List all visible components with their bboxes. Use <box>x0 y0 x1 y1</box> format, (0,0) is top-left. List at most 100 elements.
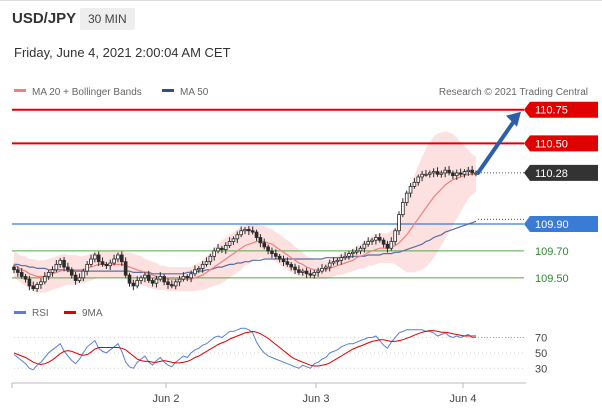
candle-body <box>104 263 109 267</box>
level-label-109.90: 109.90 <box>535 219 569 231</box>
candle-body <box>335 259 340 263</box>
candle-body <box>143 274 147 279</box>
candle-body <box>77 277 82 281</box>
candle-body <box>46 272 51 277</box>
ma50-legend-swatch <box>162 89 174 92</box>
candle-body <box>112 258 116 264</box>
candle-body <box>62 259 66 268</box>
candle-body <box>393 230 397 242</box>
candle-body <box>366 241 370 245</box>
candle-body <box>154 278 159 284</box>
candle-body <box>123 261 128 276</box>
candle-body <box>204 261 209 265</box>
arrow-head <box>506 111 521 127</box>
candle-body <box>235 234 240 240</box>
forecast-arrow <box>476 111 521 175</box>
candle-body <box>220 247 224 250</box>
level-label-110.50: 110.50 <box>535 138 568 150</box>
bollinger-fill <box>14 131 476 293</box>
ma9-legend-label: 9MA <box>82 308 103 319</box>
rsi-line <box>13 327 476 371</box>
candle-body <box>23 276 28 280</box>
candle-body <box>389 241 394 249</box>
candle-body <box>12 266 16 271</box>
candle-body <box>300 270 305 273</box>
candle-body <box>285 261 290 265</box>
x-tick-label: Jun 4 <box>450 393 477 405</box>
candle-body <box>100 261 105 265</box>
ma20-legend-label: MA 20 + Bollinger Bands <box>32 87 142 98</box>
candle-body <box>458 172 463 175</box>
rsi-tick-70: 70 <box>535 333 547 345</box>
candle-body <box>377 237 382 241</box>
candle-body <box>293 266 297 271</box>
candle-body <box>189 273 193 279</box>
candle-body <box>470 169 474 174</box>
candle-body <box>193 269 197 275</box>
rsi-legend-swatch <box>14 311 26 314</box>
rsi-panel: 30 50 70 <box>13 327 547 375</box>
candle-body <box>381 239 386 245</box>
candle-body <box>89 258 93 265</box>
candle-body <box>27 278 32 287</box>
candle-body <box>250 230 255 233</box>
candle-body <box>200 263 205 269</box>
candle-body <box>73 274 78 281</box>
ma50-legend-label: MA 50 <box>180 87 209 98</box>
arrow-shaft <box>476 117 517 175</box>
candle-body <box>362 243 367 249</box>
candle-body <box>424 173 428 176</box>
candle-body <box>43 276 47 283</box>
candle-body <box>93 254 97 260</box>
candle-body <box>50 269 55 273</box>
candle-body <box>181 276 186 280</box>
candle-body <box>270 250 274 255</box>
candle-body <box>66 266 70 271</box>
candle-body <box>58 259 62 265</box>
candle-body <box>227 241 232 246</box>
timeframe-badge[interactable]: 30 MIN <box>80 8 135 30</box>
candle-body <box>54 263 59 271</box>
candle-body <box>327 262 332 268</box>
candle-body <box>408 185 413 194</box>
candle-body <box>262 242 267 248</box>
candle-body <box>331 261 336 264</box>
level-label-110.75: 110.75 <box>535 105 568 117</box>
candle-body <box>297 269 301 273</box>
candle-body <box>416 176 421 183</box>
level-tag-109.90 <box>524 216 598 233</box>
candle-body <box>127 274 132 284</box>
rsi-legend-label: RSI <box>32 308 49 319</box>
candle-body <box>304 270 309 275</box>
candle-body <box>451 172 455 177</box>
candle-body <box>150 280 155 284</box>
candle-body <box>16 269 20 273</box>
level-tags: 110.75 110.50 110.28 109.90 109.70 109.50 <box>524 101 598 285</box>
ma20-legend-swatch <box>14 89 26 92</box>
ma50-line <box>14 220 477 275</box>
bollinger-band <box>14 131 476 293</box>
candle-body <box>31 285 36 289</box>
candle-body <box>401 202 405 216</box>
candle-body <box>281 258 286 263</box>
candle-body <box>466 169 471 172</box>
candle-body <box>358 247 363 252</box>
candle-body <box>81 270 86 279</box>
candle-body <box>69 269 74 276</box>
candle-body <box>435 171 440 175</box>
candle-body <box>289 263 293 268</box>
candle-body <box>120 254 124 263</box>
candle-body <box>135 280 140 287</box>
level-tag-110.28 <box>524 164 598 181</box>
x-tick-label: Jun 2 <box>153 393 180 405</box>
candle-body <box>454 172 459 177</box>
rsi-ma9-line <box>13 330 476 367</box>
candle-body <box>462 171 467 175</box>
rsi-tick-30: 30 <box>535 363 547 375</box>
candle-body <box>170 284 174 287</box>
candle-body <box>447 169 451 174</box>
x-tick-label: Jun 3 <box>303 393 330 405</box>
candle-body <box>96 254 101 263</box>
candle-body <box>166 281 170 285</box>
candle-body <box>350 251 355 255</box>
